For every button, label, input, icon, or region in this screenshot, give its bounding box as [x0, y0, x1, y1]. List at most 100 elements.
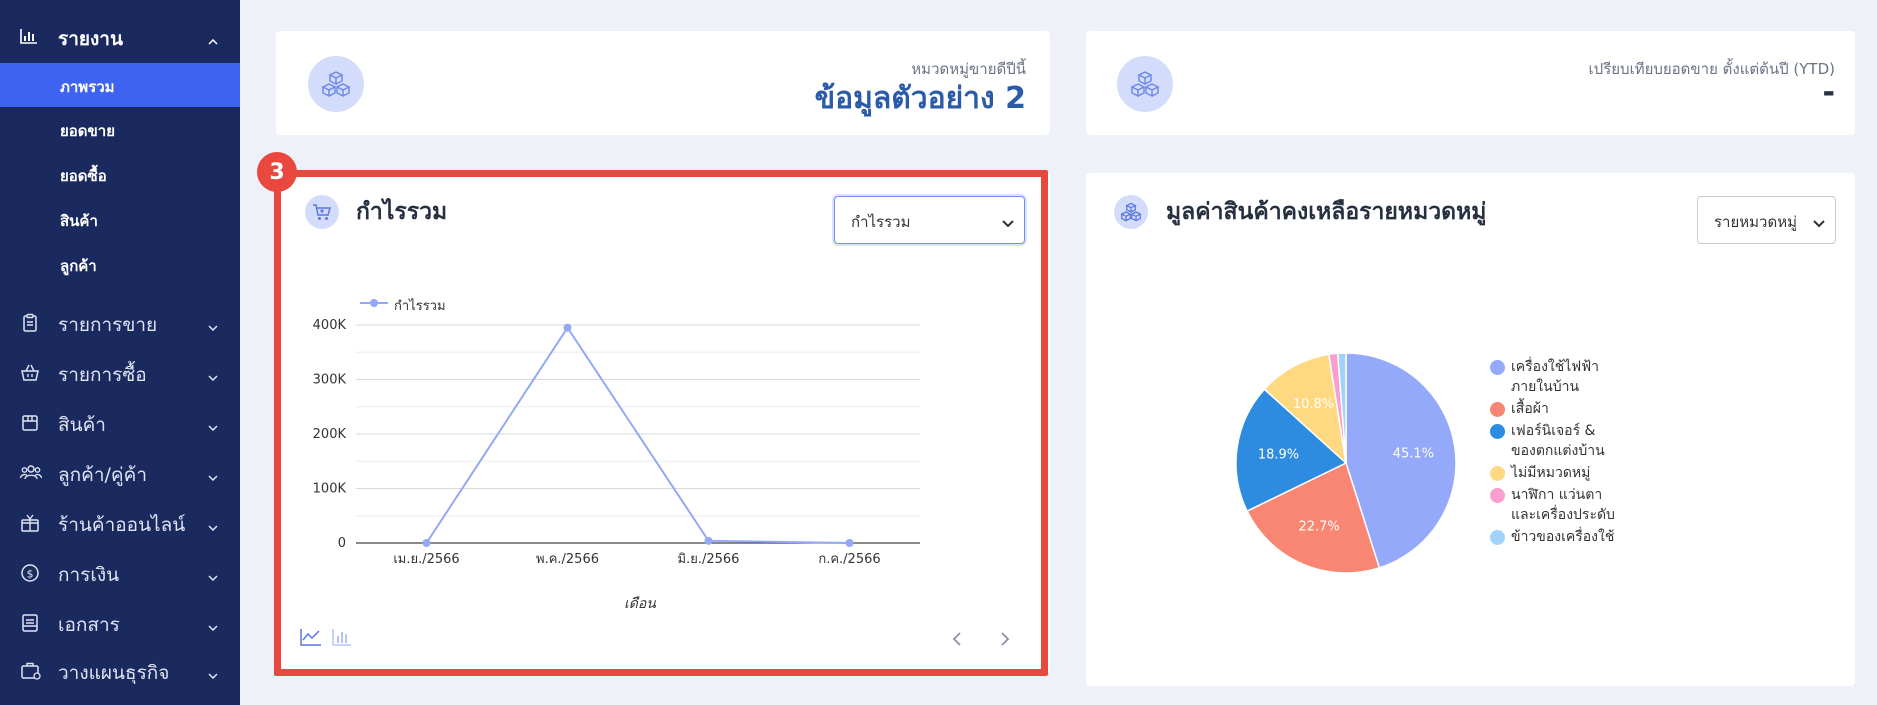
menu-label: รายการขาย: [58, 314, 158, 336]
legend-swatch: [1490, 402, 1505, 417]
legend-item-text: และเครื่องประดับ: [1511, 507, 1615, 523]
ytd-compare-value: -: [1822, 75, 1835, 110]
menu-sales-list[interactable]: รายการขาย: [0, 300, 240, 344]
cart-icon: [305, 195, 339, 229]
sidebar-item-label: ยอดขาย: [60, 122, 116, 140]
profit-metric-select-value: กำไรรวม: [851, 213, 911, 231]
legend-item-text: ข้าวของเครื่องใช้: [1511, 529, 1615, 545]
legend-item-text: เฟอร์นิเจอร์ &: [1511, 423, 1596, 439]
inventory-group-select[interactable]: รายหมวดหมู่: [1697, 196, 1836, 244]
store-icon: [20, 513, 40, 533]
inventory-card-title: มูลค่าสินค้าคงเหลือรายหมวดหมู่: [1166, 199, 1487, 225]
chevron-down-icon: [208, 516, 218, 535]
sidebar-item-purchases[interactable]: ยอดซื้อ: [0, 152, 240, 196]
best-category-value: ข้อมูลตัวอย่าง 2: [814, 81, 1026, 116]
y-tick-label: 0: [338, 536, 346, 551]
legend-item[interactable]: เฟอร์นิเจอร์ & ของตกแต่งบ้าน: [1511, 421, 1605, 461]
next-icon[interactable]: [1000, 631, 1010, 650]
data-point[interactable]: [704, 536, 713, 545]
y-tick-label: 300K: [313, 373, 347, 388]
profit-card-title: กำไรรวม: [356, 199, 448, 225]
sidebar-section-reports[interactable]: รายงาน: [0, 16, 240, 56]
profit-chart-legend[interactable]: กำไรรวม: [394, 299, 446, 314]
pie-slice-label: 18.9%: [1258, 447, 1299, 462]
dollar-circle-icon: $: [20, 563, 40, 583]
sidebar-item-customers[interactable]: ลูกค้า: [0, 242, 240, 286]
menu-online-store[interactable]: ร้านค้าออนไลน์: [0, 500, 240, 544]
menu-documents[interactable]: เอกสาร: [0, 600, 240, 644]
bar-chart-icon[interactable]: [332, 628, 352, 650]
x-tick-label: ก.ค./2566: [818, 552, 880, 567]
data-point[interactable]: [563, 323, 572, 332]
inventory-pie-chart: 45.1% 22.7% 18.9% 10.8%: [1235, 353, 1457, 574]
line-chart-icon[interactable]: [300, 628, 322, 650]
cubes-icon: [1114, 195, 1148, 229]
sidebar-section-label: รายงาน: [58, 28, 123, 50]
chevron-down-icon: [208, 316, 218, 335]
profit-metric-select[interactable]: กำไรรวม: [834, 196, 1025, 244]
profit-line-chart: 0 100K 200K 300K 400K เม.ย./2566 พ.ค./2566 มิ.ย…: [313, 318, 920, 567]
legend-item[interactable]: นาฬิกา แว่นตาและเครื่องประดับ: [1511, 485, 1615, 525]
data-point[interactable]: [422, 539, 431, 547]
legend-item[interactable]: เครื่องใช้ไฟฟ้า ภายในบ้าน: [1511, 357, 1599, 397]
ytd-compare-card: เปรียบเทียบยอดขาย ตั้งแต่ต้นปี (YTD) -: [1086, 31, 1855, 135]
pie-slice[interactable]: [1336, 353, 1347, 464]
menu-finance[interactable]: $ การเงิน: [0, 550, 240, 594]
menu-products[interactable]: สินค้า: [0, 400, 240, 444]
bar-chart-icon: [20, 28, 38, 48]
profit-chart-xlabel: เดือน: [624, 596, 656, 612]
sidebar-item-sales[interactable]: ยอดขาย: [0, 107, 240, 151]
legend-item-text: ไม่มีหมวดหมู่: [1511, 465, 1591, 481]
menu-customers-partners[interactable]: ลูกค้า/คู่ค้า: [0, 450, 240, 494]
x-tick-label: พ.ค./2566: [536, 552, 599, 567]
legend-swatch: [1490, 488, 1505, 503]
menu-label: สินค้า: [58, 414, 106, 436]
chevron-down-icon: [208, 416, 218, 435]
sidebar: รายงาน ภาพรวม ยอดขาย ยอดซื้อ สินค้า ลูกค…: [0, 0, 240, 705]
menu-purchase-list[interactable]: รายการซื้อ: [0, 350, 240, 394]
pie-slice[interactable]: [1263, 353, 1348, 465]
sidebar-item-label: ภาพรวม: [60, 78, 115, 96]
sidebar-item-overview[interactable]: ภาพรวม: [0, 63, 240, 107]
menu-business-planning[interactable]: วางแผนธุรกิจ: [0, 648, 240, 692]
ytd-compare-subtitle: เปรียบเทียบยอดขาย ตั้งแต่ต้นปี (YTD): [1588, 60, 1835, 78]
cubes-icon: [1117, 56, 1173, 112]
clipboard-icon: [20, 313, 40, 333]
menu-label: วางแผนธุรกิจ: [58, 662, 170, 684]
menu-label: ร้านค้าออนไลน์: [58, 514, 186, 536]
legend-swatch: [1490, 360, 1505, 375]
data-point[interactable]: [845, 539, 854, 547]
legend-item[interactable]: ไม่มีหมวดหมู่: [1511, 463, 1590, 483]
menu-label: ลูกค้า/คู่ค้า: [58, 464, 148, 486]
legend-swatch: [1490, 530, 1505, 545]
x-tick-label: มิ.ย./2566: [678, 552, 740, 567]
chevron-down-icon: [208, 366, 218, 385]
briefcase-icon: [20, 661, 41, 681]
menu-label: เอกสาร: [58, 614, 120, 636]
legend-item-text: นาฬิกา แว่นตา: [1511, 487, 1603, 503]
prev-icon[interactable]: [952, 631, 962, 650]
best-category-subtitle: หมวดหมู่ขายดีปีนี้: [911, 60, 1026, 78]
legend-swatch: [1490, 424, 1505, 439]
sidebar-item-label: ลูกค้า: [60, 257, 97, 275]
sidebar-item-products[interactable]: สินค้า: [0, 197, 240, 241]
document-icon: [20, 613, 40, 633]
profit-card: กำไรรวม กำไรรวม กำไรรวม 0 100K 200K 300K 400…: [276, 173, 1050, 673]
y-tick-label: 400K: [313, 318, 347, 333]
pie-slice[interactable]: [1345, 353, 1457, 569]
legend-swatch: [1490, 466, 1505, 481]
legend-item-text: เสื้อผ้า: [1511, 401, 1549, 417]
pie-slice[interactable]: [1235, 388, 1348, 513]
legend-line-icon: [360, 299, 388, 307]
pie-slice-label: 45.1%: [1393, 447, 1434, 462]
chevron-up-icon: [208, 30, 218, 49]
pie-slice[interactable]: [1246, 461, 1381, 574]
legend-item[interactable]: ข้าวของเครื่องใช้: [1511, 527, 1614, 547]
series-line: [425, 325, 850, 544]
box-icon: [20, 413, 40, 433]
chevron-down-icon: [208, 664, 218, 683]
y-tick-label: 100K: [313, 482, 347, 497]
legend-item[interactable]: เสื้อผ้า: [1511, 399, 1549, 419]
users-icon: [19, 463, 43, 483]
inventory-card: มูลค่าสินค้าคงเหลือรายหมวดหมู่ รายหมวดหม…: [1086, 173, 1855, 686]
